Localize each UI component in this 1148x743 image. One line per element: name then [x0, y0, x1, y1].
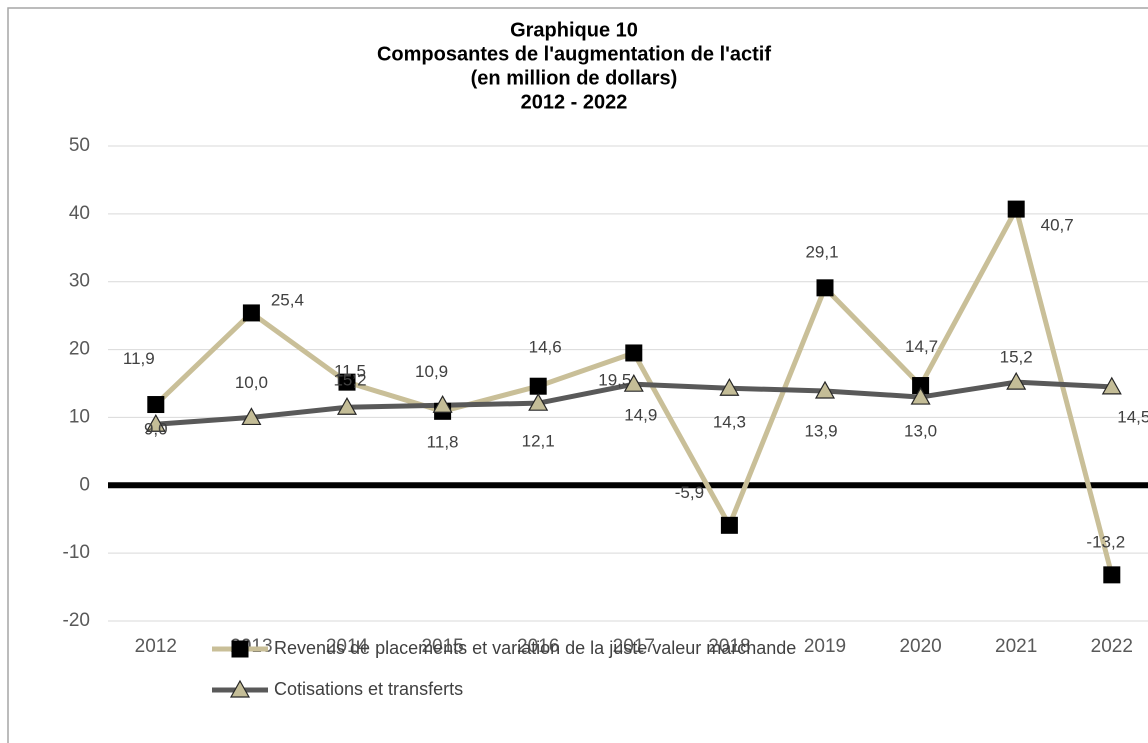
data-label: 10,0: [235, 373, 268, 392]
marker: [338, 373, 356, 391]
y-tick-label: 40: [69, 203, 90, 224]
x-tick-label: 2014: [326, 636, 369, 657]
y-tick-label: -20: [63, 610, 90, 631]
chart-frame: [7, 7, 1148, 743]
y-tick-label: 10: [69, 406, 90, 427]
x-tick-label: 2020: [899, 636, 941, 657]
chart-title: Composantes de l'augmentation de l'actif: [377, 43, 771, 65]
data-label: 14,3: [713, 413, 746, 432]
data-label: 14,7: [905, 337, 938, 356]
x-tick-label: 2017: [613, 636, 655, 657]
x-tick-label: 2022: [1091, 636, 1133, 657]
y-tick-label: 50: [69, 135, 90, 156]
x-tick-label: 2021: [995, 636, 1037, 657]
marker: [432, 394, 453, 413]
marker: [528, 392, 549, 411]
data-label: 19,5: [598, 370, 631, 389]
data-label: 10,9: [415, 362, 448, 381]
y-tick-label: 20: [69, 339, 90, 360]
data-label: 12,1: [522, 432, 555, 451]
marker: [229, 679, 251, 698]
data-label: 14,5: [1117, 407, 1148, 426]
marker: [145, 413, 166, 432]
data-label: 13,9: [804, 421, 837, 440]
data-label: 25,4: [271, 290, 304, 309]
x-tick-label: 2012: [135, 636, 177, 657]
legend-label: Cotisations et transferts: [274, 679, 463, 699]
y-tick-label: 0: [79, 474, 90, 495]
marker: [1007, 200, 1025, 218]
marker: [816, 279, 834, 297]
x-tick-label: 2015: [421, 636, 463, 657]
marker: [625, 344, 643, 362]
data-label: 13,0: [904, 422, 937, 441]
data-label: 11,5: [334, 362, 366, 381]
data-label: 29,1: [805, 242, 838, 261]
marker: [241, 407, 262, 426]
data-label: 11,8: [427, 433, 459, 452]
marker: [814, 380, 836, 399]
x-tick-label: 2019: [804, 636, 846, 657]
data-label: 15,2: [333, 371, 366, 390]
chart-title: 2012 - 2022: [521, 91, 628, 113]
marker: [910, 386, 931, 405]
data-label: 15,2: [1000, 348, 1033, 367]
marker: [1103, 566, 1121, 584]
data-label: 11,9: [123, 349, 155, 368]
marker: [1006, 371, 1027, 390]
chart-title: (en million de dollars): [471, 67, 678, 89]
y-tick-label: -10: [63, 542, 90, 563]
data-label: -5,9: [675, 483, 704, 502]
marker: [336, 397, 358, 415]
legend-label: Revenus de placements et variation de la…: [274, 638, 796, 658]
data-label: 40,7: [1041, 216, 1074, 235]
data-label: 9,0: [144, 420, 168, 439]
marker: [242, 304, 260, 322]
marker: [720, 516, 738, 534]
marker: [529, 377, 547, 395]
data-label: -13,2: [1086, 532, 1125, 551]
x-tick-label: 2018: [708, 636, 750, 657]
marker: [1101, 376, 1122, 395]
marker: [719, 378, 740, 396]
marker: [147, 396, 165, 414]
marker: [623, 373, 644, 392]
data-label: 14,6: [529, 338, 562, 357]
x-tick-label: 2016: [517, 636, 559, 657]
marker: [231, 640, 249, 658]
chart-title: Graphique 10: [510, 19, 638, 41]
y-tick-label: 30: [69, 271, 90, 292]
data-label: 14,9: [624, 406, 657, 425]
